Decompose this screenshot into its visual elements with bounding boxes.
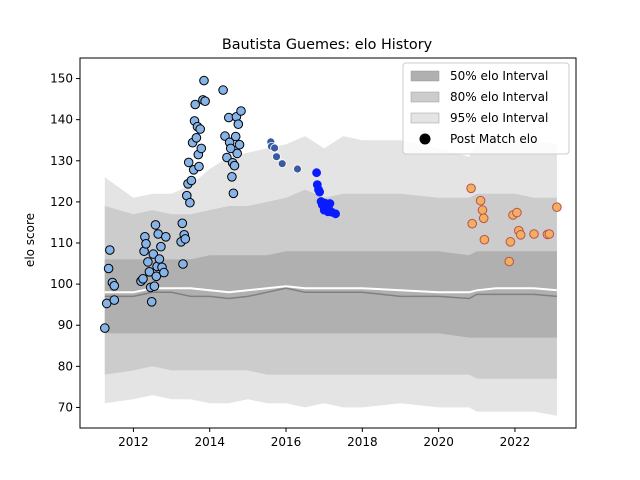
data-point (150, 220, 161, 230)
data-point (103, 263, 114, 274)
x-tick-label: 2014 (194, 435, 225, 449)
data-point (218, 85, 228, 95)
data-point (479, 234, 490, 245)
y-axis: 70 80 90 100 110 120 130 140 150 (50, 72, 80, 414)
data-point (544, 229, 555, 239)
legend-marker (419, 133, 431, 145)
data-point (529, 229, 539, 239)
data-point (229, 160, 240, 171)
y-tick-label: 110 (50, 236, 73, 250)
data-point (270, 143, 280, 153)
legend-box (402, 62, 570, 155)
data-point (196, 143, 207, 154)
y-tick-label: 80 (58, 359, 73, 373)
data-point (512, 207, 522, 218)
y-tick-label: 70 (58, 400, 73, 414)
data-point (312, 168, 322, 178)
data-point (477, 205, 488, 215)
data-point (194, 161, 204, 172)
data-point (225, 143, 236, 154)
data-point (148, 249, 159, 259)
data-point (228, 188, 239, 199)
data-point (143, 257, 153, 267)
data-point (466, 183, 476, 194)
data-point (195, 124, 205, 134)
legend-label: 50% elo Interval (450, 69, 548, 83)
mean-line (104, 285, 557, 294)
data-point (191, 133, 202, 143)
data-point (478, 213, 489, 224)
y-tick-label: 140 (50, 113, 73, 127)
data-point (331, 209, 341, 219)
data-point (199, 75, 209, 86)
y-tick-label: 130 (50, 154, 73, 168)
data-point (233, 119, 244, 129)
data-point (186, 175, 197, 186)
plot-area (79, 57, 577, 429)
interval-lines (104, 285, 557, 300)
data-point (151, 271, 162, 282)
data-point (100, 323, 110, 333)
legend-swatch (410, 91, 440, 103)
data-point (185, 197, 195, 208)
data-point (161, 232, 171, 242)
data-point (105, 245, 115, 255)
data-point (234, 139, 245, 150)
data-point (183, 157, 194, 168)
y-tick-label: 100 (50, 277, 73, 291)
y-tick-label: 90 (58, 318, 73, 332)
interval-bands (104, 136, 557, 416)
data-point (109, 295, 120, 305)
data-point (146, 297, 157, 307)
y-tick-label: 120 (50, 195, 73, 209)
data-point (159, 267, 169, 278)
band-50 (104, 251, 557, 338)
x-tick-label: 2018 (347, 435, 378, 449)
data-point (272, 152, 281, 162)
data-point (315, 187, 325, 197)
data-point (325, 199, 335, 208)
data-point (467, 218, 478, 229)
data-point (200, 96, 210, 106)
data-point (504, 256, 515, 267)
data-point (109, 281, 120, 291)
post-match-points (100, 75, 562, 333)
median-line (104, 287, 557, 300)
data-point (178, 259, 188, 269)
data-point (552, 202, 562, 212)
legend-label: 80% elo Interval (450, 90, 548, 104)
data-point (190, 99, 200, 110)
data-point (149, 281, 160, 292)
data-point (230, 131, 241, 142)
y-axis-title: elo score (23, 213, 37, 267)
x-tick-label: 2016 (271, 435, 302, 449)
data-point (236, 106, 246, 116)
legend-label: 95% elo Interval (450, 111, 548, 125)
data-point (156, 241, 166, 252)
data-point (177, 218, 188, 229)
data-point (277, 159, 287, 169)
data-point (227, 172, 237, 182)
x-tick-label: 2012 (118, 435, 149, 449)
data-point (505, 237, 516, 247)
data-point (515, 230, 526, 240)
data-point (154, 254, 165, 264)
legend-label: Post Match elo (450, 132, 537, 146)
data-point (293, 164, 302, 174)
x-tick-label: 2022 (500, 435, 531, 449)
legend-swatch (410, 112, 440, 124)
data-point (144, 267, 155, 277)
legend-swatch (410, 70, 440, 82)
x-axis: 2012 2014 2016 2018 2020 2022 (118, 428, 530, 449)
legend: 50% elo Interval 80% elo Interval 95% elo … (402, 62, 570, 155)
data-point (232, 148, 242, 159)
data-point (141, 239, 151, 249)
data-point (138, 274, 148, 284)
data-point (475, 195, 486, 206)
chart-title: Bautista Guemes: elo History (222, 37, 433, 53)
data-point (180, 234, 191, 244)
x-tick-label: 2020 (423, 435, 454, 449)
y-tick-label: 150 (50, 72, 73, 86)
